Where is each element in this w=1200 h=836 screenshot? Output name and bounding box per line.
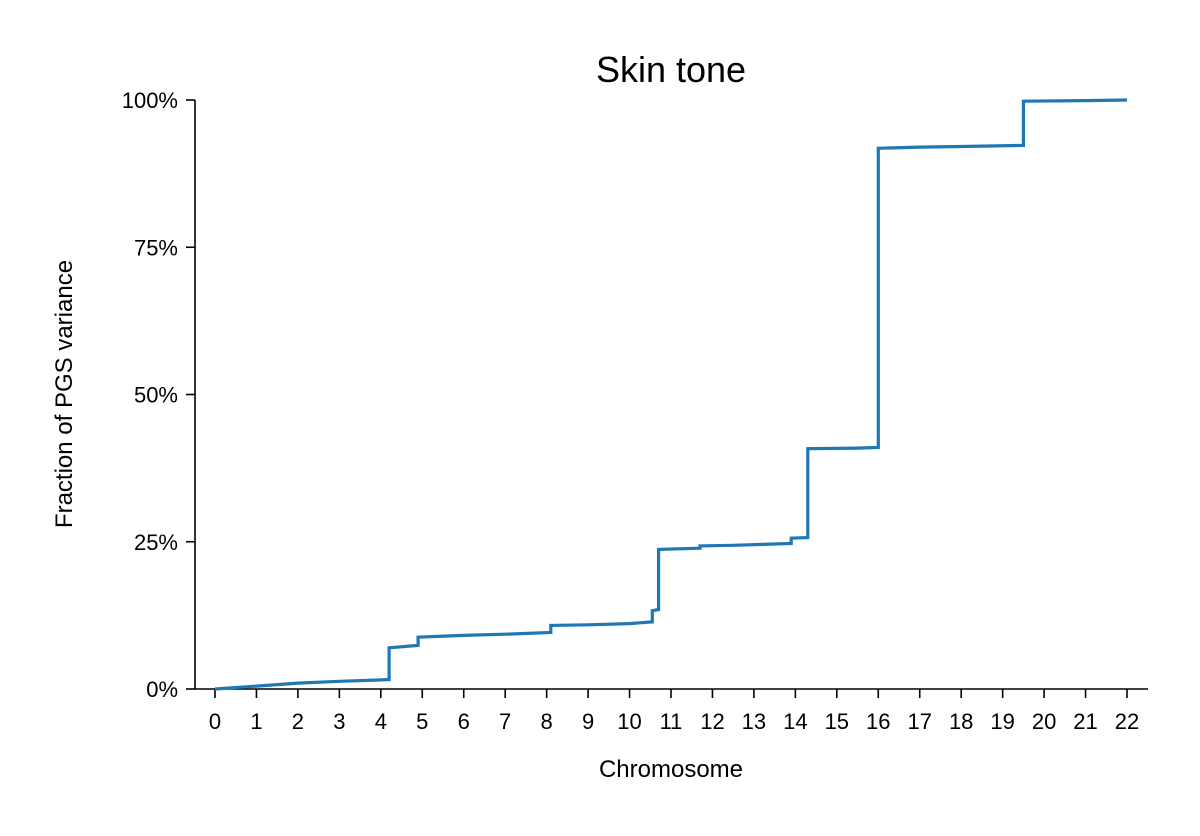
x-tick-label: 17 (907, 709, 931, 734)
series-line (214, 98, 1128, 691)
y-ticks: 0% 25% 50% 75% 100% (122, 88, 195, 702)
y-tick-label: 25% (134, 530, 178, 555)
x-tick-label: 21 (1073, 709, 1097, 734)
y-tick-label: 100% (122, 88, 178, 113)
y-tick-label: 0% (146, 677, 178, 702)
x-tick-label: 2 (292, 709, 304, 734)
y-tick-label: 50% (134, 383, 178, 408)
x-tick-label: 22 (1115, 709, 1139, 734)
x-tick-label: 6 (458, 709, 470, 734)
x-ticks: 0 1 2 3 4 5 6 7 8 9 10 11 12 13 14 15 16 17 18 19 20 21 22 (209, 689, 1139, 734)
x-tick-label: 9 (582, 709, 594, 734)
y-axis-label: Fraction of PGS variance (51, 260, 78, 528)
x-tick-label: 10 (617, 709, 641, 734)
x-tick-label: 0 (209, 709, 221, 734)
x-tick-label: 19 (990, 709, 1014, 734)
x-tick-label: 1 (250, 709, 262, 734)
y-tick-label: 75% (134, 235, 178, 260)
chart-title: Skin tone (596, 49, 746, 90)
x-tick-label: 16 (866, 709, 890, 734)
x-tick-label: 3 (333, 709, 345, 734)
x-tick-label: 11 (660, 709, 683, 734)
x-axis-label: Chromosome (599, 756, 743, 783)
x-tick-label: 8 (541, 709, 553, 734)
x-tick-label: 18 (949, 709, 973, 734)
x-tick-label: 4 (375, 709, 387, 734)
x-tick-label: 15 (825, 709, 849, 734)
x-tick-label: 5 (416, 709, 428, 734)
x-tick-label: 12 (700, 709, 724, 734)
x-tick-label: 13 (742, 709, 766, 734)
x-tick-label: 20 (1032, 709, 1056, 734)
series-group (214, 98, 1128, 691)
x-tick-label: 7 (499, 709, 511, 734)
x-tick-label: 14 (783, 709, 807, 734)
